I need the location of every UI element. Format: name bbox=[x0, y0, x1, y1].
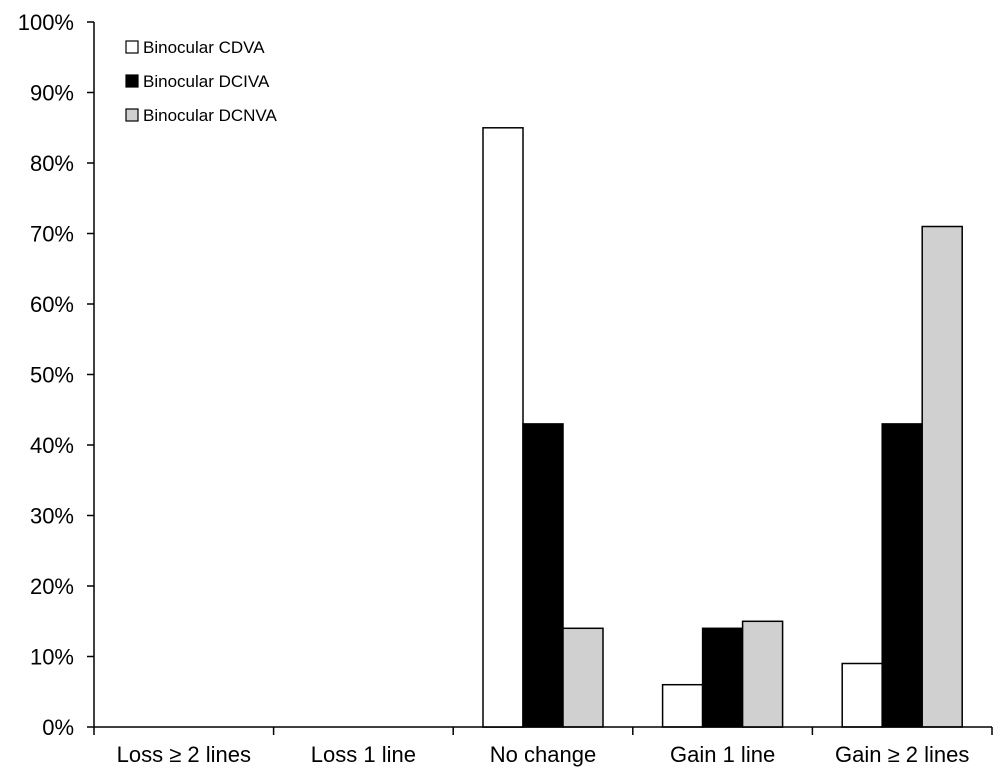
bar bbox=[522, 423, 564, 728]
legend-label: Binocular DCIVA bbox=[143, 72, 270, 91]
bar bbox=[562, 627, 604, 728]
x-tick-label: Loss ≥ 2 lines bbox=[117, 742, 251, 767]
x-tick-label: Loss 1 line bbox=[311, 742, 416, 767]
y-tick-label: 100% bbox=[18, 10, 74, 35]
y-tick-label: 40% bbox=[30, 433, 74, 458]
y-tick-label: 50% bbox=[30, 363, 74, 388]
bar bbox=[661, 683, 704, 728]
y-tick-label: 0% bbox=[42, 715, 74, 740]
legend-label: Binocular DCNVA bbox=[143, 106, 278, 125]
legend-swatch bbox=[125, 74, 139, 88]
legend-item: Binocular DCIVA bbox=[125, 72, 270, 91]
y-tick-label: 10% bbox=[30, 645, 74, 670]
y-tick-label: 90% bbox=[30, 81, 74, 106]
bar bbox=[841, 662, 883, 728]
x-tick-label: Gain ≥ 2 lines bbox=[835, 742, 969, 767]
y-tick-label: 20% bbox=[30, 574, 74, 599]
legend-label: Binocular CDVA bbox=[143, 38, 265, 57]
bar bbox=[482, 127, 524, 728]
legend-swatch bbox=[125, 108, 139, 122]
bar bbox=[921, 225, 963, 728]
y-tick-label: 30% bbox=[30, 504, 74, 529]
legend: Binocular CDVA Binocular DCIVA Binocular D… bbox=[125, 38, 278, 125]
legend-item: Binocular CDVA bbox=[125, 38, 265, 57]
bar bbox=[741, 620, 784, 728]
bars bbox=[482, 127, 963, 728]
x-tick-label: No change bbox=[490, 742, 596, 767]
y-tick-label: 80% bbox=[30, 151, 74, 176]
y-tick-label: 60% bbox=[30, 292, 74, 317]
bar bbox=[701, 627, 744, 728]
x-tick-label: Gain 1 line bbox=[670, 742, 775, 767]
axes: 0% 10% 20% 30% 40% 50% 60% 70% 80% 90% 100% Loss ≥ … bbox=[18, 10, 993, 767]
legend-swatch bbox=[125, 40, 139, 54]
bar bbox=[881, 423, 923, 728]
legend-item: Binocular DCNVA bbox=[125, 106, 278, 125]
y-tick-label: 70% bbox=[30, 222, 74, 247]
